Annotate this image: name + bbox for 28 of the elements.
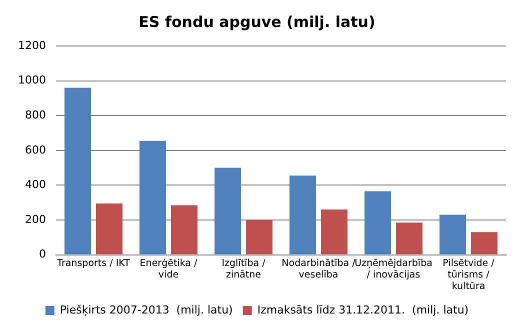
y-tick-label: 600	[24, 143, 46, 156]
x-tick-label: Uzņēmējdarbība / inovācijas	[354, 258, 432, 280]
y-tick-label: 0	[38, 248, 46, 261]
x-tick-label: Pilsētvide / tūrisms / kultūra	[442, 258, 496, 292]
x-tick-label: Enerģētika / vide	[140, 258, 198, 280]
y-tick-label: 1200	[18, 38, 46, 52]
x-tick-label: Izglītība / zinātne	[222, 258, 266, 280]
bar	[171, 205, 198, 254]
bar	[396, 222, 422, 254]
x-tick-label: Transports / IKT	[56, 258, 130, 269]
bar	[321, 210, 348, 254]
bar	[140, 140, 166, 254]
bar	[246, 220, 272, 254]
bar	[364, 191, 391, 254]
x-tick-label: Nodarbinātība / veselība	[282, 258, 356, 280]
bar	[440, 214, 466, 254]
y-tick-label: 800	[24, 108, 46, 122]
legend-label: Izmaksāts līdz 31.12.2011. (milj. latu)	[257, 303, 469, 316]
y-tick-label: 1000	[18, 74, 46, 87]
bar	[64, 88, 91, 254]
y-tick-label: 200	[24, 212, 46, 226]
chart-title: ES fondu apguve (milj. latu)	[138, 12, 376, 31]
bar	[214, 168, 241, 254]
bar	[290, 176, 316, 254]
bar	[471, 232, 498, 254]
bar	[96, 203, 122, 254]
legend-label: Piešķirts 2007-2013 (milj. latu)	[60, 303, 233, 316]
y-tick-label: 400	[24, 178, 46, 192]
